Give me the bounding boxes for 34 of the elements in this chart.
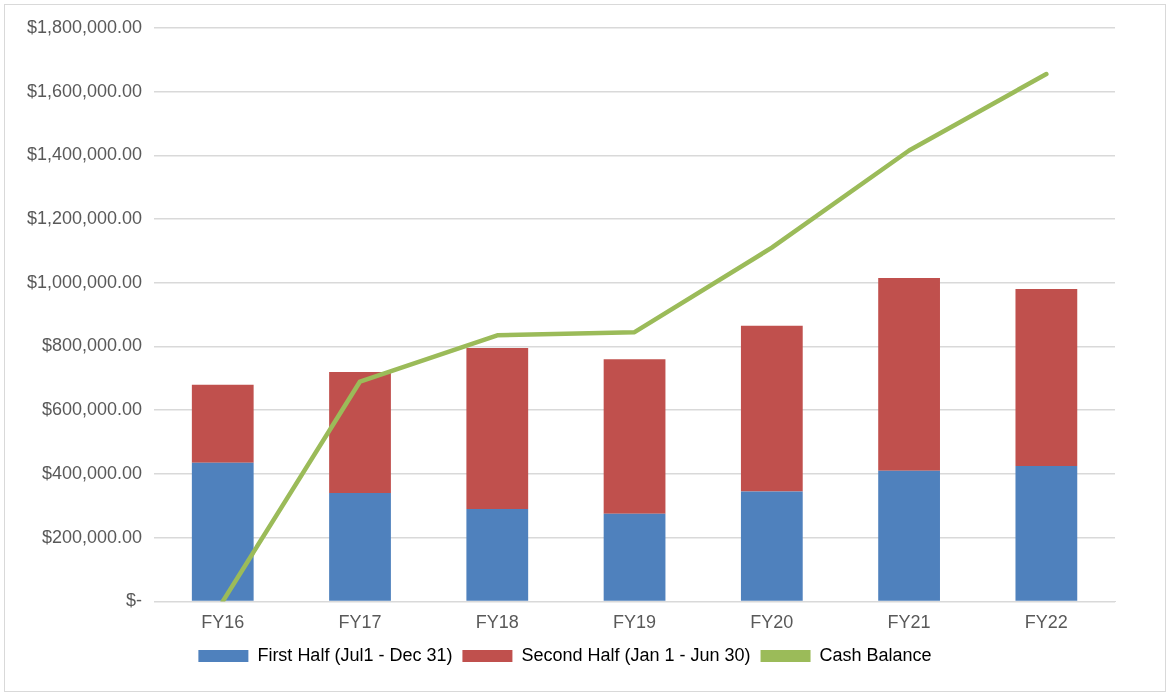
x-tick-label: FY20 xyxy=(750,612,794,633)
bar xyxy=(466,348,529,509)
bar xyxy=(329,493,391,601)
x-tick-label: FY16 xyxy=(201,612,245,633)
bar xyxy=(740,491,803,601)
y-tick-label: $1,800,000.00 xyxy=(26,16,143,37)
bar xyxy=(466,508,529,601)
bar xyxy=(191,462,254,601)
y-tick-label: $800,000.00 xyxy=(42,335,143,356)
bar xyxy=(603,513,666,601)
y-tick-label: $400,000.00 xyxy=(42,462,143,483)
bar xyxy=(603,359,666,514)
x-tick-label: FY18 xyxy=(475,612,519,633)
x-tick-label: FY19 xyxy=(613,612,657,633)
y-tick-label: $1,600,000.00 xyxy=(26,80,143,101)
legend-label: Cash Balance xyxy=(819,644,932,665)
x-tick-label: FY22 xyxy=(1024,612,1068,633)
bar xyxy=(878,470,940,601)
y-tick-label: $1,400,000.00 xyxy=(26,144,143,165)
bar xyxy=(191,384,254,463)
bar xyxy=(329,371,391,494)
y-tick-label: $200,000.00 xyxy=(42,526,143,547)
bar xyxy=(878,277,940,471)
x-tick-label: FY21 xyxy=(887,612,931,633)
y-tick-label: $1,000,000.00 xyxy=(26,271,143,292)
legend-label: First Half (Jul1 - Dec 31) xyxy=(257,644,453,665)
y-tick-label: $- xyxy=(126,590,143,611)
y-tick-label: $1,200,000.00 xyxy=(26,207,143,228)
x-tick-label: FY17 xyxy=(338,612,382,633)
bar xyxy=(1015,465,1078,601)
y-tick-label: $600,000.00 xyxy=(42,399,143,420)
bar xyxy=(740,325,803,492)
legend-label: Second Half (Jan 1 - Jun 30) xyxy=(521,644,751,665)
bar xyxy=(1015,289,1078,466)
